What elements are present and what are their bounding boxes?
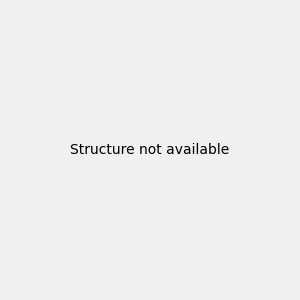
Text: Structure not available: Structure not available — [70, 143, 230, 157]
